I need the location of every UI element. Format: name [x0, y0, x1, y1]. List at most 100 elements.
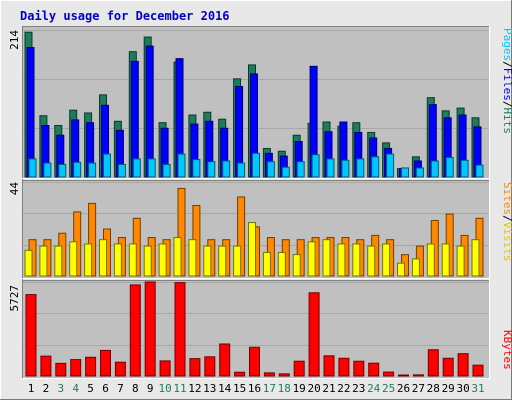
visits-bar-day-11 [173, 237, 182, 277]
files-bar-day-9 [145, 45, 154, 178]
day-label-9: 9 [147, 382, 154, 395]
day-label-21: 21 [322, 382, 335, 395]
visits-bar-day-23 [352, 243, 361, 277]
day-label-11: 11 [173, 382, 186, 395]
pages-bar-day-17 [266, 161, 275, 178]
pages-bar-day-6 [103, 153, 111, 178]
panel-edges [22, 26, 490, 379]
day-label-14: 14 [218, 382, 232, 395]
day-label-28: 28 [427, 382, 440, 395]
chart-title: Daily usage for December 2016 [20, 9, 230, 23]
visits-bar-day-24 [367, 245, 376, 277]
visits-bar-day-17 [262, 252, 271, 277]
legend-pages: Pages [501, 28, 512, 61]
day-label-18: 18 [278, 382, 291, 395]
visits-bar-day-2 [39, 245, 48, 277]
day-label-1: 1 [28, 382, 35, 395]
kbytes-bar-day-20 [308, 292, 320, 377]
pages-bar-day-4 [73, 161, 82, 178]
kbytes-bar-day-19 [293, 360, 305, 377]
day-label-16: 16 [248, 382, 261, 395]
visits-bar-day-7 [113, 243, 122, 277]
kbytes-bar-day-23 [353, 360, 365, 377]
pages-bar-day-29 [445, 157, 454, 178]
pages-bar-day-9 [147, 158, 156, 178]
visits-bar-day-15 [233, 245, 242, 277]
pages-bar-day-23 [356, 158, 365, 178]
visits-bar-day-5 [84, 243, 93, 277]
visits-bar-day-25 [382, 243, 391, 277]
legend-pages-files-hits: Pages/Files/Hits [501, 28, 512, 134]
day-label-20: 20 [307, 382, 320, 395]
kbytes-bar-day-1 [25, 294, 37, 377]
kbytes-bar-day-7 [114, 361, 126, 377]
pages-bar-day-31 [475, 164, 484, 178]
pages-bar-day-7 [117, 163, 126, 178]
visits-bar-day-10 [158, 243, 167, 277]
pages-bar-day-14 [222, 160, 231, 178]
pages-bar-day-19 [296, 161, 305, 178]
day-label-2: 2 [43, 382, 50, 395]
visits-bar-day-9 [143, 245, 152, 277]
bars [24, 31, 484, 377]
pages-bar-day-22 [341, 159, 350, 178]
day-label-10: 10 [158, 382, 171, 395]
kbytes-bar-day-24 [368, 362, 380, 377]
visits-bar-day-3 [54, 245, 63, 277]
visits-bar-day-29 [441, 243, 450, 277]
pages-bar-day-8 [132, 158, 141, 178]
pages-bar-day-20 [311, 154, 320, 178]
kbytes-bar-day-22 [338, 357, 350, 377]
pages-bar-day-3 [58, 163, 67, 178]
day-label-7: 7 [117, 382, 124, 395]
day-label-31: 31 [471, 382, 484, 395]
visits-bar-day-12 [188, 239, 197, 277]
pages-bar-day-13 [207, 161, 216, 178]
kbytes-bar-day-14 [219, 343, 231, 377]
visits-bar-day-22 [337, 243, 346, 277]
day-label-5: 5 [87, 382, 94, 395]
pages-bar-day-21 [326, 158, 335, 178]
kbytes-bar-day-21 [323, 355, 335, 377]
pages-bar-day-1 [28, 158, 37, 178]
pages-bar-day-11 [177, 153, 186, 178]
day-label-4: 4 [72, 382, 79, 395]
pages-bar-day-26 [401, 167, 409, 178]
visits-bar-day-28 [426, 243, 435, 277]
kbytes-bar-day-26 [398, 374, 409, 377]
kbytes-bar-day-13 [204, 356, 216, 377]
kbytes-bar-day-15 [234, 371, 246, 377]
day-label-24: 24 [367, 382, 381, 395]
kbytes-bar-day-31 [472, 364, 484, 377]
legend-sites-visits: Sites/Visits [501, 182, 512, 262]
day-label-6: 6 [102, 382, 109, 395]
visits-bar-day-20 [307, 241, 316, 277]
visits-bar-day-16 [248, 222, 256, 277]
pages-bar-day-25 [386, 153, 395, 178]
kbytes-bar-day-30 [457, 353, 469, 377]
visits-bar-day-4 [69, 241, 78, 277]
kbytes-ymax-label: 5727 [8, 285, 21, 312]
pages-bar-day-30 [460, 159, 469, 178]
visits-bar-day-1 [24, 249, 33, 277]
day-label-29: 29 [442, 382, 455, 395]
kbytes-bar-day-16 [249, 346, 260, 377]
pages-bar-day-5 [88, 162, 97, 178]
visits-bar-day-31 [471, 239, 480, 277]
day-label-13: 13 [203, 382, 216, 395]
legend-sites: Sites [501, 182, 512, 215]
visits-bar-day-6 [99, 239, 107, 277]
day-label-12: 12 [188, 382, 201, 395]
kbytes-bar-day-29 [442, 357, 454, 377]
legend-visits: Visits [501, 222, 512, 262]
visits-bar-day-27 [411, 258, 420, 277]
pages-bar-day-16 [252, 152, 260, 178]
day-label-26: 26 [397, 382, 410, 395]
kbytes-bar-day-28 [427, 349, 439, 377]
pages-bar-day-28 [430, 160, 439, 178]
kbytes-bar-day-6 [100, 349, 111, 377]
hits-ymax-label: 214 [8, 30, 21, 50]
day-label-8: 8 [132, 382, 139, 395]
visits-bar-day-18 [277, 252, 286, 277]
day-label-3: 3 [57, 382, 64, 395]
